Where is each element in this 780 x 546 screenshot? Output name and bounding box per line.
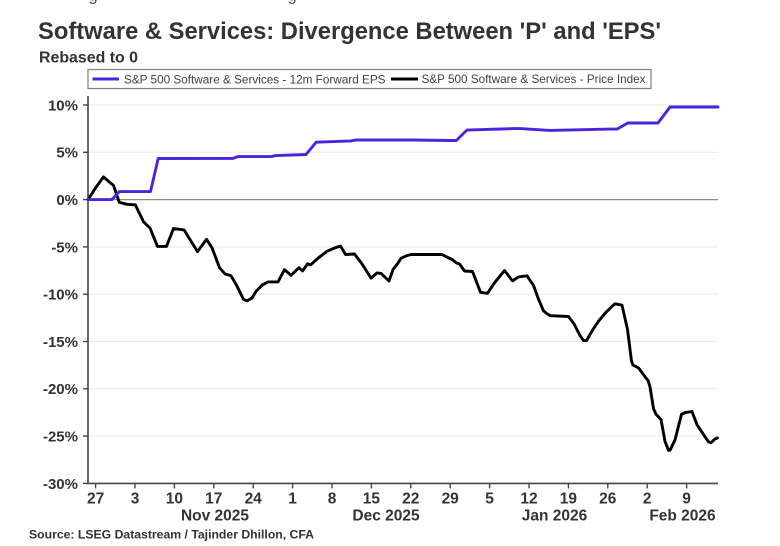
svg-text:-25%: -25% — [43, 429, 78, 446]
svg-text:26: 26 — [599, 490, 617, 507]
svg-text:-20%: -20% — [43, 381, 78, 398]
svg-text:9: 9 — [682, 490, 691, 507]
svg-text:2: 2 — [643, 490, 652, 507]
svg-text:3: 3 — [131, 490, 140, 507]
svg-text:Nov 2025: Nov 2025 — [181, 508, 249, 525]
svg-text:0%: 0% — [56, 192, 78, 209]
svg-text:5%: 5% — [56, 145, 78, 162]
svg-text:22: 22 — [402, 490, 419, 507]
svg-text:12: 12 — [520, 490, 537, 507]
svg-text:-15%: -15% — [43, 334, 78, 351]
svg-text:S&P 500 Software & Services -: S&P 500 Software & Services - Price Inde… — [422, 72, 646, 86]
svg-text:Software & Services: Divergenc: Software & Services: Divergence Between … — [38, 18, 661, 45]
svg-text:Dec 2025: Dec 2025 — [352, 508, 420, 525]
svg-text:S&P 500 Software & Services -: S&P 500 Software & Services - 12m Forwar… — [124, 72, 386, 86]
svg-text:19: 19 — [560, 490, 578, 507]
svg-text:10: 10 — [166, 490, 183, 507]
svg-text:15: 15 — [363, 490, 381, 507]
svg-text:-5%: -5% — [51, 239, 78, 256]
svg-text:8: 8 — [328, 490, 337, 507]
svg-text:5: 5 — [485, 490, 494, 507]
svg-text:27: 27 — [87, 490, 104, 507]
svg-text:Rebased to 0: Rebased to 0 — [39, 50, 138, 67]
svg-text:g: g — [288, 0, 297, 4]
svg-text:1: 1 — [288, 490, 297, 507]
svg-text:Feb 2026: Feb 2026 — [649, 508, 716, 525]
svg-text:29: 29 — [442, 490, 460, 507]
svg-text:10%: 10% — [48, 97, 78, 114]
svg-text:g: g — [89, 0, 98, 4]
svg-text:Source: LSEG Datastream / Taji: Source: LSEG Datastream / Tajinder Dhill… — [29, 527, 314, 541]
svg-text:17: 17 — [205, 490, 222, 507]
svg-text:Jan 2026: Jan 2026 — [522, 508, 588, 525]
svg-text:-10%: -10% — [43, 287, 78, 304]
svg-text:24: 24 — [245, 490, 263, 507]
svg-text:-30%: -30% — [43, 476, 78, 493]
